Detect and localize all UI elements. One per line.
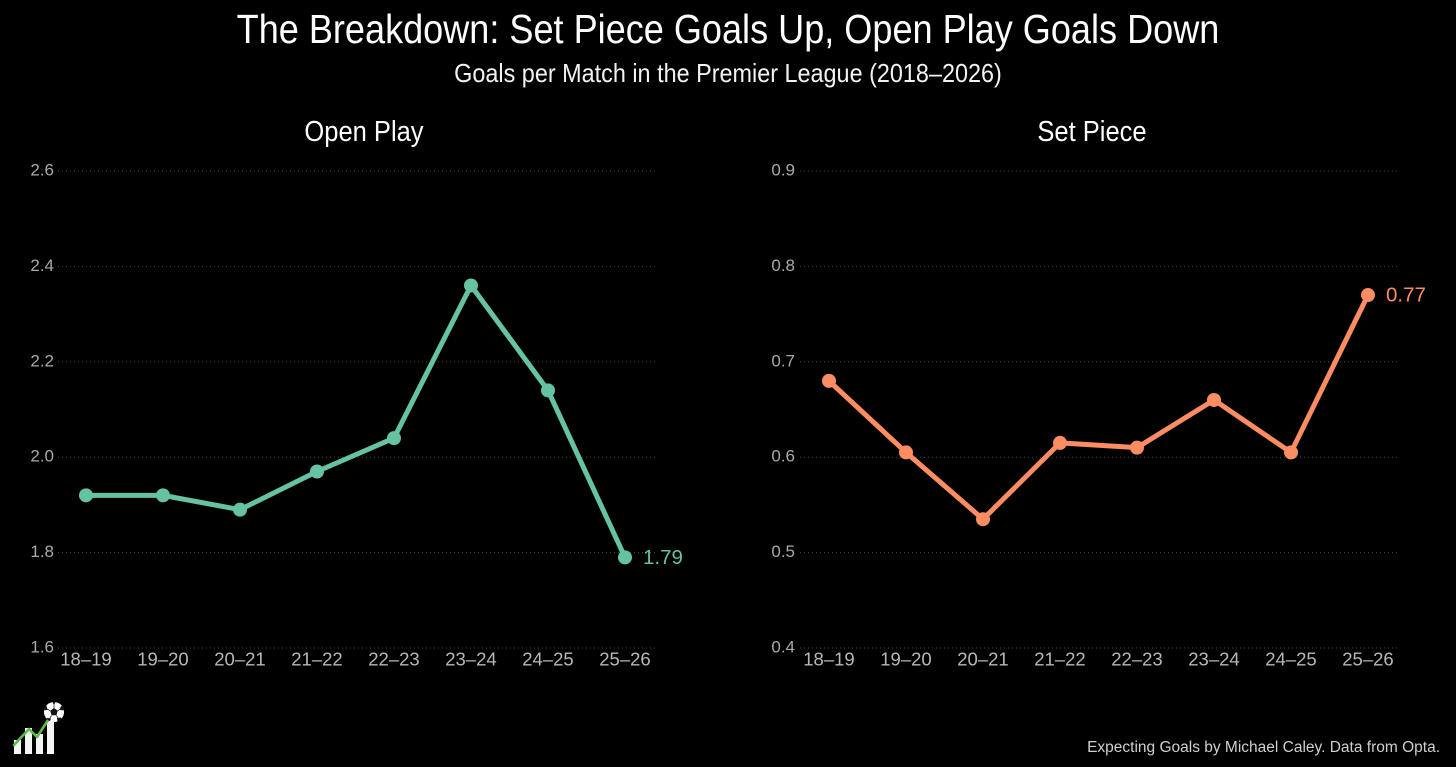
y-tick-label: 0.7 [771,351,795,370]
data-point-marker [310,464,324,479]
page-subtitle: Goals per Match in the Premier League (2… [454,58,1002,88]
data-point-marker [1284,445,1298,460]
y-tick-label: 2.4 [30,256,54,275]
y-tick-label: 2.2 [30,351,54,370]
logo-bar [25,728,32,754]
x-tick-label: 21–22 [291,649,342,670]
x-tick-label: 22–23 [368,649,419,670]
data-point-marker [79,488,93,503]
x-tick-label: 24–25 [1265,649,1316,670]
data-point-marker [899,445,913,460]
soccer-ball-bar-trend-icon [12,702,64,754]
y-tick-label: 0.8 [771,256,795,275]
y-tick-label: 0.6 [771,447,795,466]
data-line [826,292,1371,522]
x-tick-label: 18–19 [60,649,111,670]
x-tick-label: 23–24 [1188,649,1239,670]
x-tick-label: 18–19 [803,649,854,670]
x-tick-label: 25–26 [1342,649,1393,670]
set-piece-panel: Set Piece 0.4 0.5 0.6 0.7 0.8 0.9 18–19 19–20 20… [728,100,1456,720]
y-tick-label: 0.9 [771,160,795,179]
logo-trend-line [12,712,54,747]
open-play-line-chart: 1.6 1.8 2.0 2.2 2.4 2.6 18–19 19–20 20–21 21–22 22… [30,160,683,670]
chart-title-open-play: Open Play [304,116,424,148]
data-point-marker [618,550,632,565]
end-value-label: 0.77 [1386,283,1426,306]
logo-bar [47,720,54,754]
chart-title-set-piece: Set Piece [1037,116,1147,148]
data-point-marker [1361,288,1375,303]
x-tick-label: 19–20 [137,649,188,670]
data-point-marker [1130,440,1144,455]
page-title: The Breakdown: Set Piece Goals Up, Open … [236,6,1220,52]
y-tick-label: 0.5 [771,542,795,561]
x-tick-label: 24–25 [522,649,573,670]
y-tick-label: 0.4 [771,637,795,656]
y-tick-label: 2.0 [30,447,54,466]
data-point-marker [464,278,478,293]
open-play-panel: Open Play 1.6 1.8 2.0 2.2 2.4 2.6 18–19 19–20 20… [0,100,728,720]
y-tick-label: 1.6 [30,637,54,656]
y-tick-label: 2.6 [30,160,54,179]
x-tick-label: 23–24 [445,649,496,670]
data-point-marker [1053,435,1067,450]
footer-credit: Expecting Goals by Michael Caley. Data f… [1087,739,1440,756]
y-tick-label: 1.8 [30,542,54,561]
data-point-marker [541,383,555,398]
data-point-marker [1207,392,1221,407]
set-piece-line-chart: 0.4 0.5 0.6 0.7 0.8 0.9 18–19 19–20 20–21 21–22 22… [771,160,1426,670]
x-tick-label: 21–22 [1034,649,1085,670]
x-tick-label: 20–21 [957,649,1008,670]
data-point-marker [387,431,401,446]
x-tick-label: 25–26 [599,649,650,670]
data-point-marker [156,488,170,503]
logo-bar [36,734,43,754]
x-tick-label: 22–23 [1111,649,1162,670]
data-point-marker [233,502,247,517]
soccer-ball-icon [44,702,64,722]
data-point-marker [822,373,836,388]
end-value-label: 1.79 [643,546,683,569]
logo-bar [14,740,21,754]
data-line [83,282,628,560]
x-tick-label: 19–20 [880,649,931,670]
data-point-marker [976,512,990,527]
x-tick-label: 20–21 [214,649,265,670]
